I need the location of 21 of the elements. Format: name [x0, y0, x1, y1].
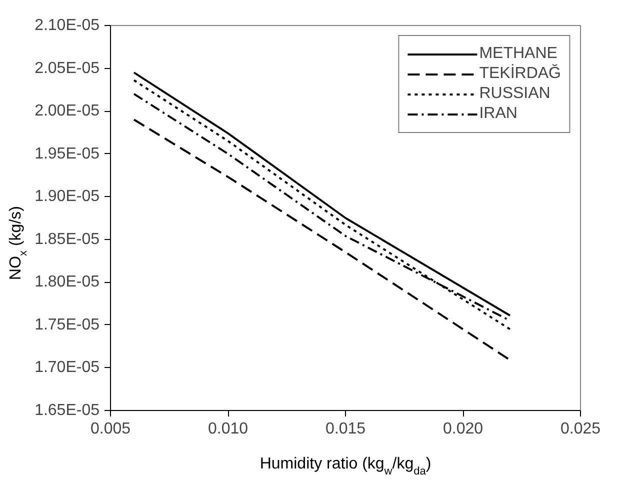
x-tick-label: 0.010 — [208, 420, 248, 438]
y-tick-label: 1.75E-05 — [34, 316, 100, 334]
y-tick-label: 1.85E-05 — [34, 230, 100, 248]
legend-label: RUSSIAN — [479, 85, 550, 103]
legend-label: METHANE — [479, 45, 558, 63]
y-tick-label: 2.05E-05 — [34, 60, 100, 77]
line-series — [133, 118, 511, 362]
y-tick-label: 1.70E-05 — [34, 359, 100, 376]
legend-label: TEKİRDAĞ — [479, 65, 561, 83]
legend-label: IRAN — [479, 105, 518, 123]
y-tick-label: 1.65E-05 — [34, 402, 100, 419]
y-tick-label: 1.90E-05 — [34, 188, 100, 206]
x-tick-label: 0.025 — [560, 420, 601, 438]
y-tick-label: 1.80E-05 — [34, 274, 100, 291]
y-tick-label: 2.10E-05 — [34, 17, 100, 34]
y-axis-title: NOx (kg/s) — [8, 206, 30, 280]
y-tick-label: 1.95E-05 — [34, 145, 100, 162]
x-tick-label: 0.005 — [90, 420, 131, 438]
x-tick-label: 0.015 — [325, 420, 366, 438]
x-tick-label: 0.020 — [442, 420, 484, 438]
y-tick-label: 2.00E-05 — [34, 102, 100, 120]
